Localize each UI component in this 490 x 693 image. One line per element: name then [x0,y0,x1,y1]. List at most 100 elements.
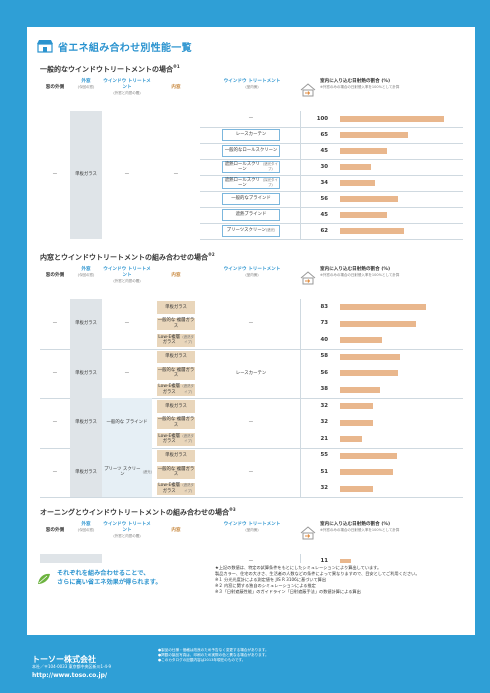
rate-bar [340,304,427,311]
rate-value: 30 [320,163,328,170]
header-wt-inner: ウインドウ トリートメント (室内側) [223,522,281,532]
rate-bar [340,485,374,492]
inner-wt-cell: 一般的なブラインド [222,193,280,205]
inner-wt-cell: プリーツスクリーン (遮光) [222,225,280,237]
leaf-icon [38,573,50,584]
rate-value: 32 [320,402,328,409]
footer-fine-print: ●製品の仕様・価格は改良のため予告なく変更する場合があります。 ●掲載の製品写真は… [158,648,458,663]
shop-icon [37,40,53,53]
glass-cell: 単板ガラス [70,348,102,398]
outer-wt-cell: 一般的な ブラインド [102,398,152,448]
outer-wt-cell: — [124,172,130,178]
inner-glass-cell: 単板ガラス [156,399,196,414]
rate-value: 73 [320,320,328,327]
rate-value: 62 [320,227,328,234]
divider [300,299,301,497]
window-cell: — [52,370,58,376]
group-divider [40,348,463,350]
title-bar: 省エネ組み合わせ別性能一覧 [37,37,192,55]
header-wt-outer: ウインドウ トリートメント (外窓と内窓の間) [103,267,151,283]
group-divider [40,398,463,399]
note-line: ※１ 分光光度計による測定値を JIS R 3106に基づいて算出 [215,577,327,582]
row-divider [200,223,463,224]
catch-copy: それぞれを組み合わせることで、 さらに高い省エネ効果が得られます。 [57,570,162,586]
rate-value: 45 [320,147,328,154]
header-wt-inner: ウインドウ トリートメント (室内側) [223,267,281,277]
table-header: 窓の外側 外窓 (今回の窓) ウインドウ トリートメント (外窓と内窓の間) 内窓 ウインド… [40,75,463,109]
section1-title: 一般的なウインドウトリートメントの場合※1 [40,64,180,74]
header-glass: 外窓 (今回の窓) [77,79,95,89]
rate-value: 21 [320,435,328,442]
header-rate: 室内に入り込む日射熱の割合 (%) ※外窓のみの場合の日射侵入率を100%として計… [320,267,400,277]
row-divider [200,239,463,240]
company-url[interactable]: http://www.toso.co.jp/ [32,672,108,679]
rate-value: 58 [320,353,328,360]
rate-bar [340,132,408,138]
notes-panel: それぞれを組み合わせることで、 さらに高い省エネ効果が得られます。 ★上記の数値… [27,563,475,635]
house-sun-icon [300,83,316,97]
rate-value: 45 [320,211,328,218]
inner-glass-cell: 一般的な 複層ガラス [156,366,196,381]
inner-cell: — [173,172,179,178]
outer-wt-cell: — [124,370,130,376]
outer-wt-cell: — [124,321,130,326]
row-divider [200,143,463,144]
header-wt-outer: ウインドウ トリートメント (外窓と内窓の間) [103,79,151,95]
table-header: 窓の外側 外窓 (今回の窓) ウインドウ トリートメント (外窓と内窓の間) 内窓 ウインド… [40,263,463,297]
rate-bar [340,116,444,122]
rate-bar [340,148,387,154]
header-window: 窓の外側 [45,528,65,533]
inner-wt-cell: — [248,116,254,122]
group-divider [40,497,463,498]
content-sheet: 省エネ組み合わせ別性能一覧 一般的なウインドウトリートメントの場合※1 窓の外側… [27,27,475,595]
note-line: ※２ 内窓に関する独自のシミュレーションによる推定 [215,583,316,588]
section1-table: 窓の外側 外窓 (今回の窓) ウインドウ トリートメント (外窓と内窓の間) 内窓 ウインド… [40,75,463,245]
inner-glass-cell: 一般的な 複層ガラス [156,415,196,430]
inner-wt-cell: — [248,558,254,564]
inner-wt-cell: 遮熱ロールスクリーン (遮光タイプ) [222,161,280,173]
rate-bar [340,370,399,377]
rate-value: 34 [320,179,328,186]
rate-bar [340,164,372,170]
header-window: 窓の外側 [45,273,65,278]
glass-cell: 単板ガラス [70,447,102,497]
rate-value: 38 [320,386,328,393]
rate-value: 11 [320,558,328,564]
group-divider [40,447,463,449]
inner-glass-cell: 一般的な 複層ガラス [156,465,196,480]
window-cell: — [52,469,58,475]
row-divider [200,191,463,192]
section3-title: オーニングとウインドウトリートメントの組み合わせの場合※3 [40,507,236,517]
inner-glass-cell: 単板ガラス [156,448,196,463]
fine-print-line: ●このカタログの記載内容は2013年現在のものです。 [158,658,246,662]
inner-wt-cell: 一般的なロールスクリーン [222,145,280,157]
row-divider [200,127,463,128]
company-name: トーソー株式会社 [32,655,96,664]
fine-print-line: ●掲載の製品写真は、印刷のため実際の色と異なる場合があります。 [158,653,269,657]
note-line: ★上記の数値は、特定の試算条件をもとにしたシミュレーションにより算出しています。 [215,565,382,570]
section2-title: 内窓とウインドウトリートメントの組み合わせの場合※2 [40,252,215,262]
rate-value: 55 [320,452,328,459]
rate-bar [340,228,405,234]
row-divider [200,175,463,176]
window-cell: — [52,420,58,425]
rate-bar [340,180,376,186]
inner-glass-cell: Low-E複層ガラス (遮熱タイプ) [156,481,196,496]
page-title: 省エネ組み合わせ別性能一覧 [58,42,192,54]
header-window: 窓の外側 [45,85,65,90]
inner-wt-cell: — [248,420,254,425]
glass-cell: 単板ガラス [70,398,102,448]
house-sun-icon [300,271,316,285]
rate-bar [340,419,374,426]
header-rate: 室内に入り込む日射熱の割合 (%) ※外窓のみの場合の日射侵入率を100%として計… [320,79,400,89]
header-inner: 内窓 [171,273,181,278]
rate-bar [340,337,382,344]
inner-wt-cell: 遮熱ロールスクリーン (採光タイプ) [222,177,280,189]
inner-wt-cell: レースカーテン [235,370,267,376]
row-divider [200,159,463,160]
section2-table: 窓の外側 外窓 (今回の窓) ウインドウ トリートメント (外窓と内窓の間) 内窓 ウインド… [40,263,463,499]
rate-value: 32 [320,485,328,492]
rate-bar [340,386,380,393]
rate-value: 100 [316,115,328,122]
